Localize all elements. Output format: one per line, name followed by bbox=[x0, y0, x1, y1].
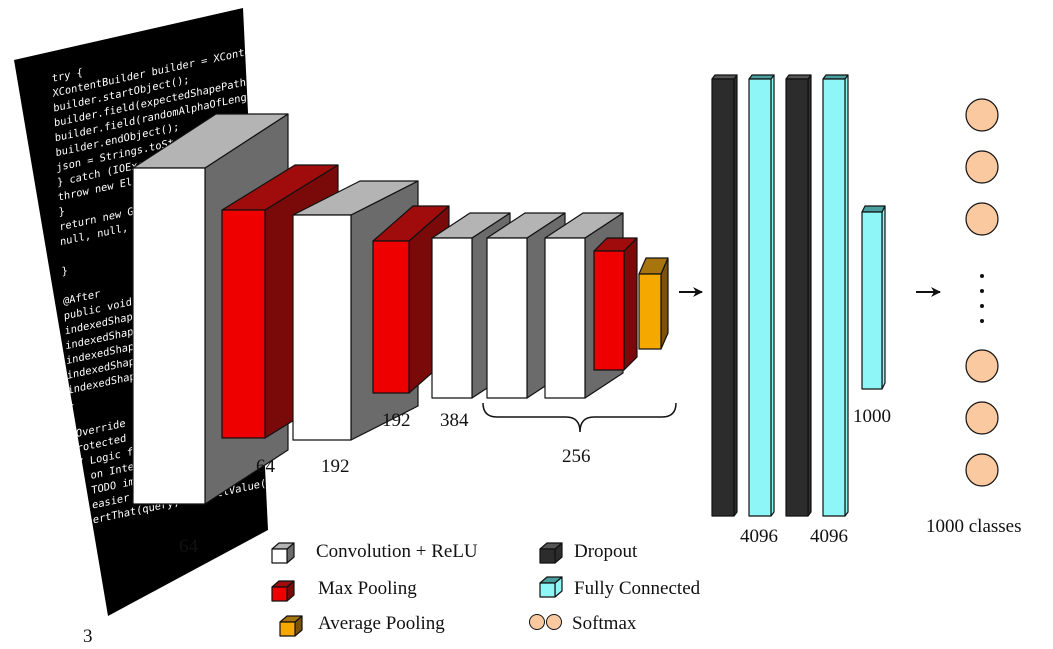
softmax-node bbox=[965, 202, 999, 236]
legend-softmax-icon bbox=[529, 614, 545, 630]
fc1-block bbox=[748, 74, 775, 517]
code-line: } bbox=[61, 265, 68, 278]
fc3-block bbox=[861, 205, 886, 390]
legend-dropout-icon bbox=[539, 542, 563, 564]
ellipsis-dot bbox=[980, 274, 984, 278]
pool2-block-front-face bbox=[372, 240, 410, 394]
legend-fc-icon bbox=[539, 576, 563, 598]
legend-label-maxpool: Max Pooling bbox=[318, 578, 417, 599]
legend-avgpool-icon bbox=[279, 615, 303, 637]
legend-conv-icon-front-face bbox=[271, 548, 288, 564]
legend-fc-icon-front-face bbox=[539, 582, 556, 598]
legend-label-avgpool: Average Pooling bbox=[318, 613, 445, 634]
label-pool2: 192 bbox=[382, 410, 411, 431]
conv4-block-front-face bbox=[486, 237, 528, 399]
legend-label-conv: Convolution + ReLU bbox=[316, 541, 478, 562]
legend-label-softmax: Softmax bbox=[572, 613, 637, 634]
label-conv-group: 256 bbox=[562, 446, 591, 467]
softmax-node bbox=[965, 453, 999, 487]
legend-maxpool-icon-front-face bbox=[271, 586, 288, 602]
softmax-node bbox=[965, 98, 999, 132]
conv3-block-front-face bbox=[431, 237, 473, 399]
fc2-block bbox=[822, 74, 849, 517]
softmax-node bbox=[965, 349, 999, 383]
code-line: } bbox=[58, 205, 65, 218]
legend: Convolution + ReLU Max Pooling Average P… bbox=[271, 541, 701, 637]
dropout2-block-front-face bbox=[785, 78, 809, 517]
legend-label-fc: Fully Connected bbox=[574, 578, 701, 599]
legend-label-dropout: Dropout bbox=[574, 541, 638, 562]
pool3-block-side-face bbox=[623, 237, 638, 371]
label-pool1: 64 bbox=[256, 456, 276, 477]
dropout1-block bbox=[711, 74, 738, 517]
fc3-block-front-face bbox=[861, 211, 883, 390]
ellipsis-dot bbox=[980, 319, 984, 323]
fc2-block-front-face bbox=[822, 78, 846, 517]
dropout1-block-front-face bbox=[711, 78, 735, 517]
dropout2-block bbox=[785, 74, 812, 517]
label-conv2: 192 bbox=[321, 456, 350, 477]
legend-conv-icon bbox=[271, 542, 295, 564]
label-conv3: 384 bbox=[440, 410, 469, 431]
pool3-block-front-face bbox=[593, 250, 625, 371]
pool3-block bbox=[593, 237, 638, 371]
label-output: 1000 classes bbox=[926, 516, 1022, 537]
legend-dropout-icon-front-face bbox=[539, 548, 556, 564]
fc1-block-front-face bbox=[748, 78, 772, 517]
legend-avgpool-icon-front-face bbox=[279, 621, 296, 637]
softmax-node bbox=[965, 150, 999, 184]
pool1-block-front-face bbox=[221, 209, 266, 439]
label-fc3: 1000 bbox=[853, 406, 891, 427]
ellipsis-dot bbox=[980, 304, 984, 308]
ellipsis-dot bbox=[980, 289, 984, 293]
softmax-output-nodes bbox=[965, 98, 999, 487]
conv5-block-front-face bbox=[544, 237, 586, 399]
legend-softmax-icon bbox=[546, 614, 562, 630]
avgpool-block-front-face bbox=[638, 273, 662, 350]
label-fc2: 4096 bbox=[810, 526, 848, 547]
label-conv1: 64 bbox=[179, 536, 199, 557]
avgpool-block bbox=[638, 257, 669, 350]
fc3-block-top-face bbox=[861, 205, 886, 213]
conv-group-bracket bbox=[482, 402, 677, 433]
label-fc1: 4096 bbox=[740, 526, 778, 547]
legend-maxpool-icon bbox=[271, 580, 295, 602]
softmax-node bbox=[965, 401, 999, 435]
label-input-depth: 3 bbox=[83, 626, 93, 647]
conv2-block-front-face bbox=[292, 214, 352, 441]
conv1-block-front-face bbox=[132, 167, 206, 505]
code-line: } bbox=[68, 398, 75, 411]
